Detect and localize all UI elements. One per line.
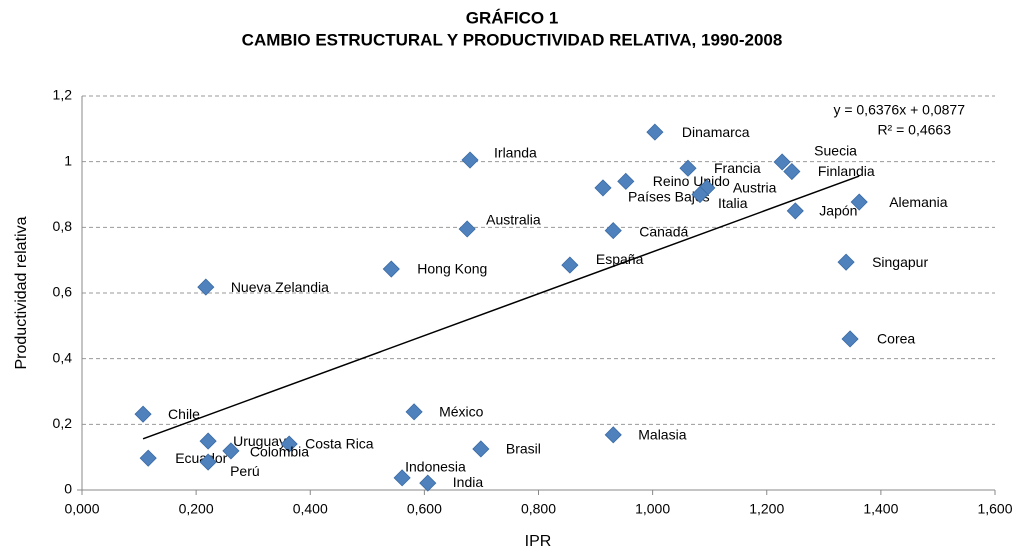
point xyxy=(783,162,801,181)
point xyxy=(850,193,868,211)
point xyxy=(461,151,479,169)
y-axis-label: Productividad relativa xyxy=(13,216,30,369)
point xyxy=(382,260,400,278)
y-tick-label: 0,6 xyxy=(53,284,73,300)
point-label: Hong Kong xyxy=(417,261,487,277)
point-label: Singapur xyxy=(872,254,928,270)
x-tick-label: 0,400 xyxy=(293,501,328,517)
chart-title: GRÁFICO 1 xyxy=(466,8,559,27)
point xyxy=(405,403,423,421)
y-tick-label: 0,4 xyxy=(53,349,73,365)
point xyxy=(199,432,217,450)
point-label: Reino Unido xyxy=(653,173,730,189)
point-label: Corea xyxy=(877,331,915,347)
point xyxy=(646,123,664,141)
x-tick-label: 0,200 xyxy=(179,501,214,517)
point xyxy=(280,435,298,453)
point xyxy=(773,153,791,171)
point-label: Alemania xyxy=(889,194,948,210)
point xyxy=(837,253,855,271)
x-tick-label: 1,600 xyxy=(977,501,1012,517)
point-label: España xyxy=(596,251,644,267)
point xyxy=(604,426,622,444)
point-label: Países Bajos xyxy=(628,189,710,205)
point-label: Japón xyxy=(819,203,857,219)
point-label: Finlandia xyxy=(818,163,875,179)
point xyxy=(393,469,411,487)
point xyxy=(786,202,804,220)
point-label: México xyxy=(439,404,484,420)
point-label: Chile xyxy=(168,406,200,422)
x-tick-label: 0,000 xyxy=(64,501,99,517)
point-label: Costa Rica xyxy=(305,436,374,452)
y-tick-label: 0,8 xyxy=(53,218,73,234)
point xyxy=(679,159,697,177)
x-tick-label: 0,800 xyxy=(521,501,556,517)
point xyxy=(197,278,215,296)
point xyxy=(458,220,476,238)
y-tick-label: 0 xyxy=(64,481,72,497)
point xyxy=(691,185,709,204)
point xyxy=(134,405,152,423)
x-axis-label: IPR xyxy=(525,533,552,550)
point-label: Brasil xyxy=(506,441,541,457)
y-tick-label: 0,2 xyxy=(53,415,73,431)
point-label: Dinamarca xyxy=(682,124,750,140)
point-label: Italia xyxy=(718,195,748,211)
point-label: Perú xyxy=(230,463,260,479)
point-label: India xyxy=(453,474,484,490)
x-tick-label: 1,400 xyxy=(863,501,898,517)
point-label: Australia xyxy=(486,212,541,228)
point-label: Uruguay xyxy=(233,433,286,449)
y-tick-label: 1,2 xyxy=(53,87,73,103)
point xyxy=(419,474,437,492)
point xyxy=(199,453,217,471)
point xyxy=(222,442,240,460)
point xyxy=(594,179,612,197)
point xyxy=(841,330,859,348)
point-label: Indonesia xyxy=(405,459,466,475)
point xyxy=(472,440,490,458)
point-label: Irlanda xyxy=(494,145,537,161)
point-label: Canadá xyxy=(639,223,688,239)
x-tick-label: 0,600 xyxy=(407,501,442,517)
point-label: Colombia xyxy=(250,444,309,460)
point-label: Francia xyxy=(714,160,761,176)
point-label: Malasia xyxy=(638,427,686,443)
point xyxy=(604,222,622,240)
chart-subtitle: CAMBIO ESTRUCTURAL Y PRODUCTIVIDAD RELAT… xyxy=(242,30,783,49)
trendline-equation: y = 0,6376x + 0,0877 xyxy=(833,102,965,118)
point-label: Suecia xyxy=(814,143,857,159)
point-label: Austria xyxy=(733,180,777,196)
y-tick-label: 1 xyxy=(64,152,72,168)
x-tick-label: 1,000 xyxy=(635,501,670,517)
x-tick-label: 1,200 xyxy=(749,501,784,517)
point xyxy=(617,172,635,190)
trendline-r2: R² = 0,4663 xyxy=(877,122,951,138)
point xyxy=(561,256,579,274)
trendline xyxy=(142,175,860,440)
point xyxy=(139,449,157,467)
point-label: Nueva Zelandia xyxy=(231,279,329,295)
